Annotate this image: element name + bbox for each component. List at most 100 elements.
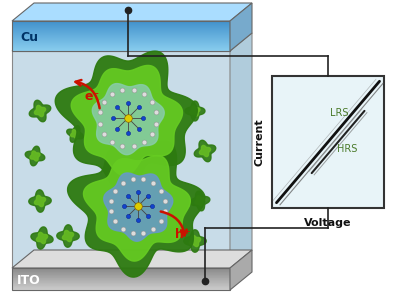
Polygon shape (190, 235, 201, 247)
Bar (12, 30, 230, 32)
Bar (12, 20, 230, 22)
Bar (12, 49, 230, 50)
Bar (12, 38, 230, 40)
Bar (12, 36, 230, 37)
Polygon shape (12, 33, 252, 51)
Polygon shape (230, 33, 252, 268)
Bar (12, 22, 230, 23)
Bar (12, 274, 230, 275)
Bar (12, 22, 230, 24)
Text: HRS: HRS (337, 144, 357, 154)
Polygon shape (184, 230, 206, 252)
Bar (12, 287, 230, 288)
Bar (12, 44, 230, 46)
Bar (12, 28, 230, 30)
Polygon shape (92, 83, 164, 155)
Bar (12, 281, 230, 283)
Polygon shape (34, 195, 46, 207)
Bar (12, 289, 230, 290)
Bar (12, 273, 230, 274)
Bar (12, 47, 230, 49)
Bar (272, 76, 384, 208)
Polygon shape (194, 140, 216, 162)
Bar (12, 288, 230, 289)
Bar (12, 27, 230, 28)
Polygon shape (31, 227, 53, 249)
Text: Current: Current (255, 118, 265, 166)
Bar (12, 25, 230, 27)
Bar (12, 276, 230, 278)
Bar (12, 33, 230, 34)
Text: ITO: ITO (17, 274, 41, 287)
Polygon shape (190, 191, 210, 211)
Bar (12, 281, 230, 282)
Polygon shape (84, 155, 190, 261)
Bar (12, 21, 230, 51)
Bar (12, 41, 230, 42)
Bar (12, 287, 230, 289)
Bar (12, 284, 230, 285)
Polygon shape (34, 105, 46, 117)
Polygon shape (104, 173, 173, 241)
Bar (12, 41, 230, 43)
Bar (12, 43, 230, 44)
Text: h⁺: h⁺ (175, 228, 191, 240)
Bar (12, 268, 230, 290)
Bar (12, 282, 230, 283)
Polygon shape (68, 141, 205, 277)
Polygon shape (62, 230, 74, 242)
Polygon shape (29, 100, 51, 122)
Polygon shape (230, 3, 252, 51)
Bar (12, 285, 230, 286)
Polygon shape (195, 196, 205, 206)
Bar (12, 283, 230, 284)
Text: e⁻: e⁻ (85, 89, 100, 102)
Polygon shape (190, 106, 200, 116)
Bar (12, 51, 230, 268)
Bar (12, 268, 230, 269)
Bar (12, 28, 230, 29)
Polygon shape (126, 152, 134, 160)
Bar (12, 286, 230, 287)
Polygon shape (57, 225, 79, 247)
Bar (12, 269, 230, 270)
Bar (12, 46, 230, 48)
Bar (12, 271, 230, 272)
Polygon shape (71, 65, 182, 176)
Polygon shape (71, 130, 79, 138)
Polygon shape (30, 151, 40, 161)
Bar (12, 272, 230, 273)
Polygon shape (29, 190, 51, 212)
Text: Voltage: Voltage (304, 218, 352, 228)
Bar (12, 38, 230, 39)
Bar (12, 35, 230, 36)
Bar (12, 279, 230, 280)
Bar (12, 30, 230, 31)
Text: Cu: Cu (20, 31, 38, 44)
Bar (12, 44, 230, 45)
Bar (12, 46, 230, 47)
Polygon shape (25, 146, 45, 166)
Bar (12, 278, 230, 279)
Bar (12, 271, 230, 272)
Bar (12, 284, 230, 286)
Bar (12, 276, 230, 277)
Text: LRS: LRS (330, 108, 349, 118)
Polygon shape (55, 51, 197, 192)
Bar (12, 23, 230, 25)
Polygon shape (67, 126, 83, 142)
Bar (12, 275, 230, 276)
Polygon shape (36, 232, 48, 244)
Bar (12, 36, 230, 38)
Polygon shape (121, 147, 139, 165)
Bar (12, 268, 230, 269)
Polygon shape (12, 250, 252, 268)
Polygon shape (199, 145, 211, 157)
Bar (12, 31, 230, 33)
Bar (12, 274, 230, 275)
Bar (12, 280, 230, 281)
Bar (12, 279, 230, 281)
Bar (12, 277, 230, 278)
Bar (12, 49, 230, 51)
Bar (12, 39, 230, 41)
